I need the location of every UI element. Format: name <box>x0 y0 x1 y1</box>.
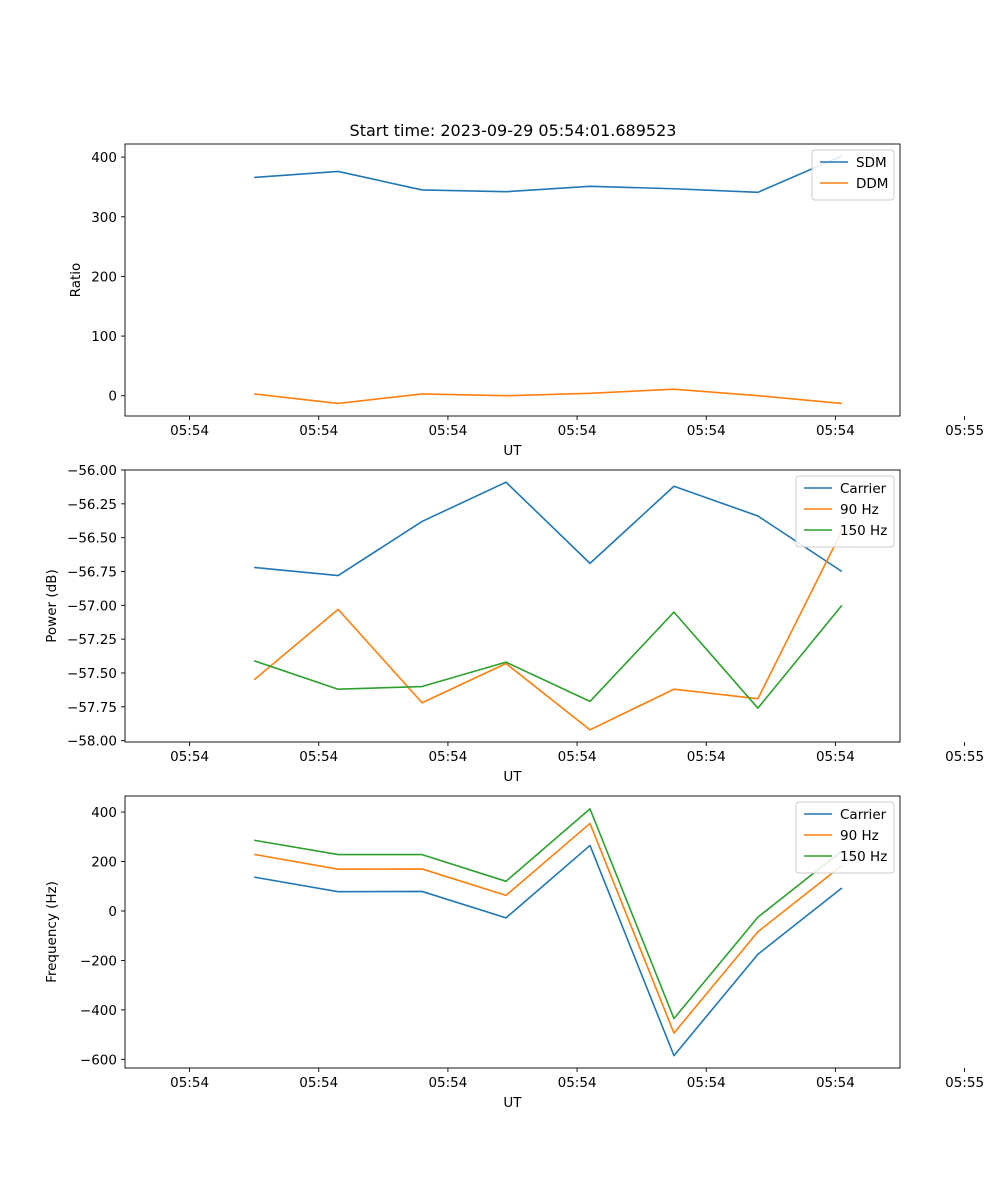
series-line-90-hz <box>254 822 843 1034</box>
series-line-150-hz <box>254 808 843 1020</box>
y-tick-label: −600 <box>80 1052 117 1068</box>
y-axis-label: Power (dB) <box>44 569 60 642</box>
series-line-carrier <box>254 481 843 577</box>
y-tick-label: −200 <box>80 953 117 969</box>
y-tick-label: 200 <box>91 855 117 871</box>
axes-frame <box>124 469 901 743</box>
x-tick-label: 05:54 <box>170 1075 209 1091</box>
y-tick-label: 0 <box>108 904 117 920</box>
y-tick-label: 400 <box>91 805 117 821</box>
x-tick-label: 05:54 <box>299 423 338 439</box>
x-tick-label: 05:54 <box>816 1075 855 1091</box>
y-tick-label: −57.50 <box>67 666 117 682</box>
legend-label: DDM <box>856 176 888 192</box>
x-tick-label: 05:55 <box>945 749 984 765</box>
x-axis-label: UT <box>503 769 522 785</box>
x-tick-label: 05:54 <box>558 423 597 439</box>
legend: Carrier 90 Hz 150 Hz <box>795 475 895 548</box>
x-tick-label: 05:54 <box>558 1075 597 1091</box>
legend-label: Carrier <box>840 807 887 823</box>
x-axis-label: UT <box>503 443 522 459</box>
axes-frame <box>124 795 901 1069</box>
x-tick-label: 05:54 <box>687 423 726 439</box>
y-tick-label: 100 <box>91 329 117 345</box>
y-tick-label: −56.00 <box>67 463 117 479</box>
plots-container: 05:54 05:54 05:54 05:54 05:54 05:54 05:55 0 100 2… <box>44 143 984 1111</box>
y-axis-label: Ratio <box>68 263 84 298</box>
x-tick-label: 05:54 <box>299 1075 338 1091</box>
legend-label: Carrier <box>840 481 887 497</box>
y-tick-label: −56.75 <box>67 564 117 580</box>
x-tick-label: 05:55 <box>945 1075 984 1091</box>
axes-frame <box>124 143 901 417</box>
legend: Carrier 90 Hz 150 Hz <box>795 801 895 874</box>
series-line-150-hz <box>253 604 843 709</box>
x-tick-label: 05:54 <box>428 749 467 765</box>
x-tick-label: 05:54 <box>558 749 597 765</box>
x-tick-label: 05:54 <box>170 423 209 439</box>
legend-label: SDM <box>856 155 887 171</box>
x-tick-label: 05:54 <box>816 423 855 439</box>
x-tick-label: 05:54 <box>299 749 338 765</box>
legend-label: 150 Hz <box>840 849 887 865</box>
y-tick-label: −57.00 <box>67 598 117 614</box>
y-tick-label: 400 <box>91 150 117 166</box>
x-tick-label: 05:54 <box>687 749 726 765</box>
x-tick-label: 05:54 <box>428 1075 467 1091</box>
subplot-3: 05:54 05:54 05:54 05:54 05:54 05:54 05:55 −600 −… <box>44 795 984 1111</box>
y-tick-label: −57.25 <box>67 632 117 648</box>
y-tick-label: 0 <box>108 389 117 405</box>
y-tick-label: −58.00 <box>67 734 117 750</box>
y-axis-label: Frequency (Hz) <box>44 881 60 983</box>
x-axis-label: UT <box>503 1095 522 1111</box>
y-tick-label: 200 <box>91 269 117 285</box>
x-tick-label: 05:54 <box>687 1075 726 1091</box>
legend-label: 90 Hz <box>840 502 879 518</box>
subplot-1: 05:54 05:54 05:54 05:54 05:54 05:54 05:55 0 100 2… <box>68 143 984 459</box>
x-tick-label: 05:54 <box>816 749 855 765</box>
x-tick-label: 05:55 <box>945 423 984 439</box>
series-line-carrier <box>254 844 843 1057</box>
subplot-2: 05:54 05:54 05:54 05:54 05:54 05:54 05:55 −58.0… <box>44 463 984 785</box>
legend-label: 90 Hz <box>840 828 879 844</box>
y-tick-label: 300 <box>91 210 117 226</box>
series-line-ddm <box>254 388 842 405</box>
legend: SDM DDM <box>811 149 895 201</box>
y-tick-label: −56.50 <box>67 531 117 547</box>
y-tick-label: −56.25 <box>67 497 117 513</box>
chart-title: Start time: 2023-09-29 05:54:01.689523 <box>350 121 677 140</box>
x-tick-label: 05:54 <box>428 423 467 439</box>
series-line-sdm <box>254 155 843 194</box>
x-tick-label: 05:54 <box>170 749 209 765</box>
legend-label: 150 Hz <box>840 523 887 539</box>
y-tick-label: −400 <box>80 1003 117 1019</box>
series-line-90-hz <box>253 530 843 731</box>
y-tick-label: −57.75 <box>67 700 117 716</box>
